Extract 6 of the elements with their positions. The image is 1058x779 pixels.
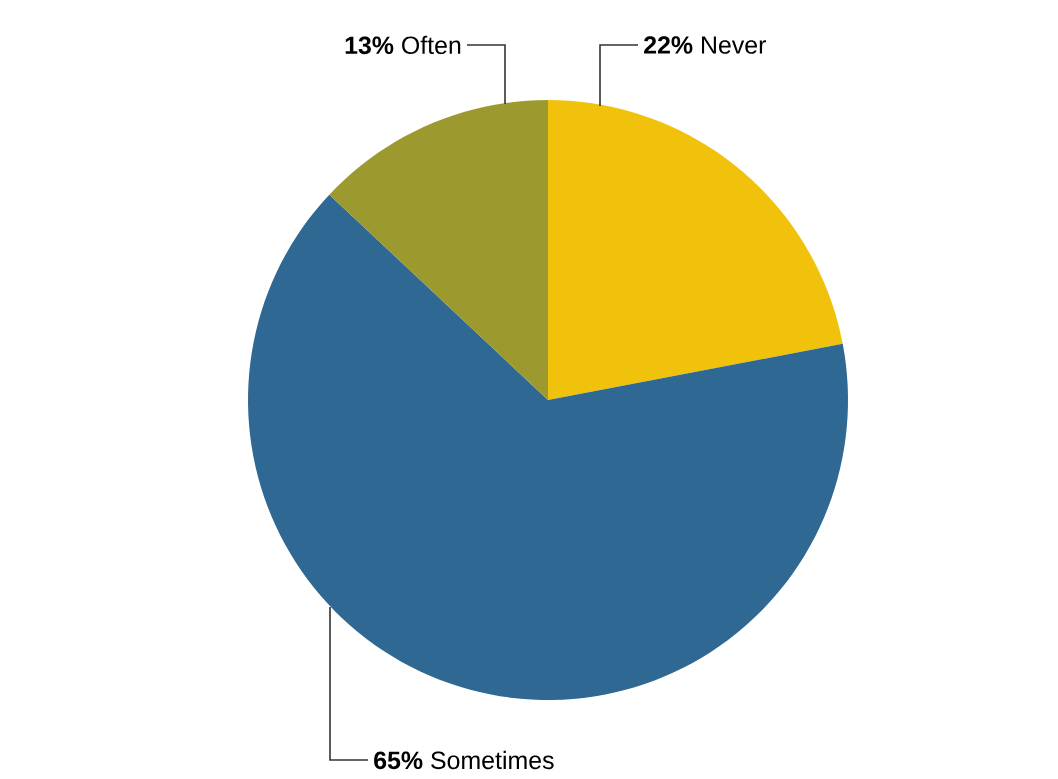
data-label: 22% [644, 36, 693, 54]
slice-label: Never [702, 36, 766, 54]
slice-label: Sometimes [431, 750, 554, 770]
data-label: 13% [345, 36, 394, 55]
slice-label: Often [402, 35, 461, 55]
data-label: 65% [374, 751, 423, 770]
